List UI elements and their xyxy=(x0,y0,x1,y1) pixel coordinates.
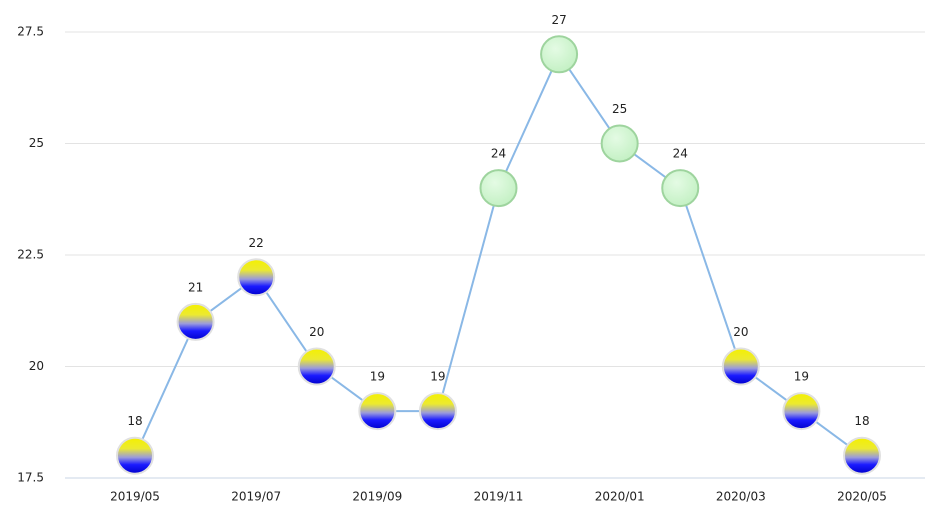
marker xyxy=(721,347,760,386)
y-tick-label: 25 xyxy=(29,136,44,150)
value-label: 24 xyxy=(673,147,688,161)
marker xyxy=(843,436,881,475)
y-tick-label: 20 xyxy=(29,359,44,373)
value-label: 27 xyxy=(551,13,566,27)
y-tick-label: 22.5 xyxy=(17,248,44,262)
marker xyxy=(297,347,336,386)
marker xyxy=(116,436,154,475)
value-label: 18 xyxy=(127,414,142,428)
marker xyxy=(540,35,579,74)
marker xyxy=(176,302,215,341)
value-label: 19 xyxy=(430,370,445,384)
marker xyxy=(418,392,457,431)
x-tick-label: 2019/09 xyxy=(352,490,402,504)
y-tick-label: 17.5 xyxy=(17,471,44,485)
value-label: 19 xyxy=(794,370,809,384)
x-tick-label: 2020/01 xyxy=(595,490,645,504)
y-tick-label: 27.5 xyxy=(17,25,44,39)
value-label: 25 xyxy=(612,102,627,116)
x-tick-label: 2019/07 xyxy=(231,490,281,504)
value-label: 21 xyxy=(188,280,203,294)
x-tick-label: 2019/11 xyxy=(474,490,524,504)
value-label: 22 xyxy=(249,236,264,250)
x-tick-label: 2019/05 xyxy=(110,490,160,504)
value-label: 19 xyxy=(370,370,385,384)
value-label: 24 xyxy=(491,147,506,161)
marker xyxy=(358,392,397,431)
x-tick-label: 2020/03 xyxy=(716,490,766,504)
value-label: 18 xyxy=(854,414,869,428)
marker xyxy=(237,258,276,297)
marker xyxy=(479,169,518,208)
marker xyxy=(600,124,639,163)
value-label: 20 xyxy=(309,325,324,339)
x-tick-label: 2020/05 xyxy=(837,490,887,504)
marker xyxy=(782,392,821,431)
marker xyxy=(661,169,700,208)
value-label: 20 xyxy=(733,325,748,339)
